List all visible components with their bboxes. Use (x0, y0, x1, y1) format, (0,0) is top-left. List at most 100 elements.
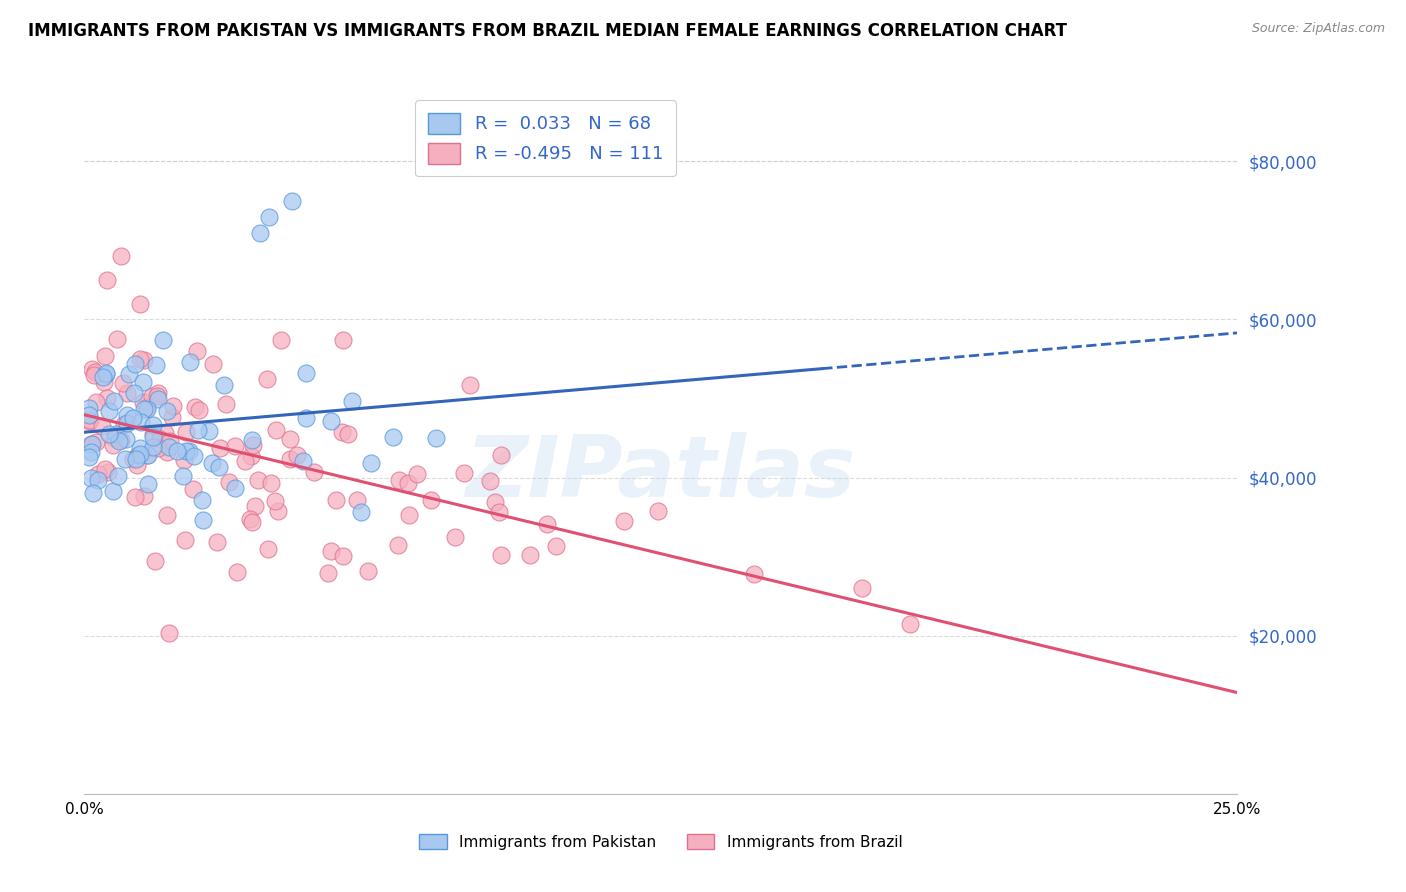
Point (489, 548, 512, 562)
Point (357, 564, 380, 578)
Point (382, 430, 405, 444)
Point (224, 439, 246, 453)
Point (278, 432, 301, 446)
Point (166, 443, 188, 458)
Point (142, 430, 165, 444)
Point (132, 490, 155, 504)
Point (647, 504, 669, 518)
Point (79, 413, 101, 427)
Point (613, 514, 636, 528)
Point (260, 476, 283, 491)
Point (97, 404, 120, 418)
Point (243, 499, 266, 513)
Point (156, 403, 179, 417)
Point (87, 467, 110, 482)
Point (302, 465, 325, 479)
Text: IMMIGRANTS FROM PAKISTAN VS IMMIGRANTS FROM BRAZIL MEDIAN FEMALE EARNINGS CORREL: IMMIGRANTS FROM PAKISTAN VS IMMIGRANTS F… (28, 22, 1067, 40)
Point (173, 453, 195, 467)
Point (141, 389, 163, 403)
Point (287, 448, 309, 462)
Point (179, 443, 201, 458)
Point (181, 482, 204, 496)
Point (316, 566, 339, 580)
Point (115, 416, 138, 430)
Point (84, 435, 107, 450)
Point (205, 535, 228, 549)
Point (270, 334, 292, 348)
Point (388, 473, 411, 487)
Point (110, 249, 132, 263)
Point (249, 226, 271, 240)
Point (851, 581, 873, 595)
Point (321, 414, 343, 428)
Point (387, 538, 409, 552)
Point (134, 352, 156, 367)
Point (131, 376, 153, 390)
Point (224, 481, 246, 495)
Point (159, 626, 181, 640)
Point (198, 424, 221, 438)
Point (281, 194, 304, 208)
Point (122, 385, 145, 400)
Point (332, 549, 354, 563)
Point (484, 495, 506, 509)
Point (115, 433, 138, 447)
Point (114, 452, 136, 467)
Point (128, 296, 150, 310)
Point (122, 410, 145, 425)
Point (153, 425, 176, 440)
Point (458, 378, 481, 392)
Point (93, 375, 115, 389)
Point (80, 437, 103, 451)
Point (218, 475, 240, 489)
Point (225, 565, 247, 579)
Point (132, 395, 155, 409)
Point (117, 408, 139, 422)
Legend: Immigrants from Pakistan, Immigrants from Brazil: Immigrants from Pakistan, Immigrants fro… (413, 828, 908, 855)
Point (519, 548, 541, 562)
Point (201, 456, 224, 470)
Point (332, 333, 354, 347)
Point (103, 394, 125, 409)
Point (80, 436, 103, 450)
Point (142, 427, 165, 442)
Point (242, 438, 264, 452)
Point (174, 533, 197, 548)
Point (346, 493, 368, 508)
Point (103, 484, 125, 499)
Point (176, 425, 198, 440)
Point (214, 397, 236, 411)
Point (257, 210, 280, 224)
Point (142, 418, 165, 433)
Point (136, 477, 159, 491)
Point (129, 415, 152, 429)
Point (256, 541, 278, 556)
Point (146, 441, 169, 455)
Point (84, 395, 107, 409)
Point (86, 473, 108, 487)
Point (425, 431, 447, 445)
Point (159, 434, 181, 449)
Point (546, 539, 568, 553)
Point (278, 452, 301, 467)
Point (124, 451, 146, 466)
Point (478, 474, 501, 488)
Point (91, 370, 114, 384)
Point (152, 333, 174, 347)
Point (122, 452, 145, 467)
Point (80, 362, 103, 376)
Point (149, 432, 172, 446)
Point (489, 448, 512, 462)
Point (117, 367, 139, 381)
Point (145, 358, 167, 372)
Point (80, 471, 103, 485)
Point (146, 392, 169, 407)
Point (156, 445, 179, 459)
Point (239, 512, 262, 526)
Point (128, 352, 150, 367)
Point (337, 427, 360, 442)
Point (396, 475, 419, 490)
Point (135, 402, 157, 417)
Point (138, 448, 160, 462)
Point (240, 433, 263, 447)
